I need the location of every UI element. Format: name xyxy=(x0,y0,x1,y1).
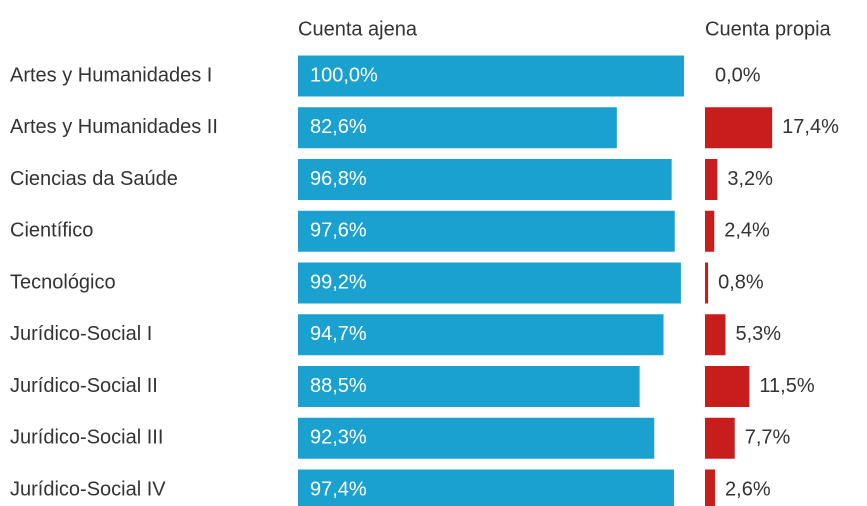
bar xyxy=(705,417,735,459)
category-label: Artes y Humanidades I xyxy=(10,64,212,86)
bar xyxy=(705,366,750,407)
value-label: 96,8% xyxy=(310,168,367,190)
value-label: 0,0% xyxy=(715,64,761,86)
category-label: Jurídico-Social II xyxy=(10,375,158,397)
value-label: 11,5% xyxy=(759,375,814,397)
category-label: Jurídico-Social III xyxy=(10,427,163,449)
category-label: Tecnológico xyxy=(10,271,116,293)
value-label: 17,4% xyxy=(782,116,839,138)
bar xyxy=(705,262,709,304)
bar xyxy=(705,159,718,200)
value-label: 92,3% xyxy=(310,427,367,449)
value-label: 0,8% xyxy=(718,271,764,293)
category-label: Jurídico-Social IV xyxy=(10,478,166,500)
value-label: 88,5% xyxy=(310,375,367,397)
bar xyxy=(298,55,684,97)
value-label: 7,7% xyxy=(745,427,791,449)
bar xyxy=(705,469,716,506)
category-label: Artes y Humanidades II xyxy=(10,116,218,138)
bar xyxy=(298,417,655,459)
value-label: 82,6% xyxy=(310,116,367,138)
bar xyxy=(298,262,681,304)
series-header: Cuenta ajena xyxy=(298,18,418,40)
bar xyxy=(298,159,672,200)
value-label: 2,4% xyxy=(724,220,770,242)
category-label: Científico xyxy=(10,220,93,242)
bar xyxy=(705,314,726,356)
value-label: 2,6% xyxy=(725,478,771,500)
value-label: 94,7% xyxy=(310,323,367,345)
bar xyxy=(705,107,773,149)
category-label: Jurídico-Social I xyxy=(10,323,152,345)
bar xyxy=(298,469,674,506)
bar xyxy=(298,210,675,252)
bar xyxy=(705,210,715,252)
value-label: 97,4% xyxy=(310,478,367,500)
value-label: 3,2% xyxy=(727,168,773,190)
value-label: 99,2% xyxy=(310,271,367,293)
value-label: 5,3% xyxy=(735,323,781,345)
bar xyxy=(298,107,617,149)
bar xyxy=(298,314,664,356)
category-label: Ciencias da Saúde xyxy=(10,168,178,190)
value-label: 97,6% xyxy=(310,220,367,242)
bar xyxy=(298,366,640,407)
value-label: 100,0% xyxy=(310,64,378,86)
series-header: Cuenta propia xyxy=(705,18,832,40)
